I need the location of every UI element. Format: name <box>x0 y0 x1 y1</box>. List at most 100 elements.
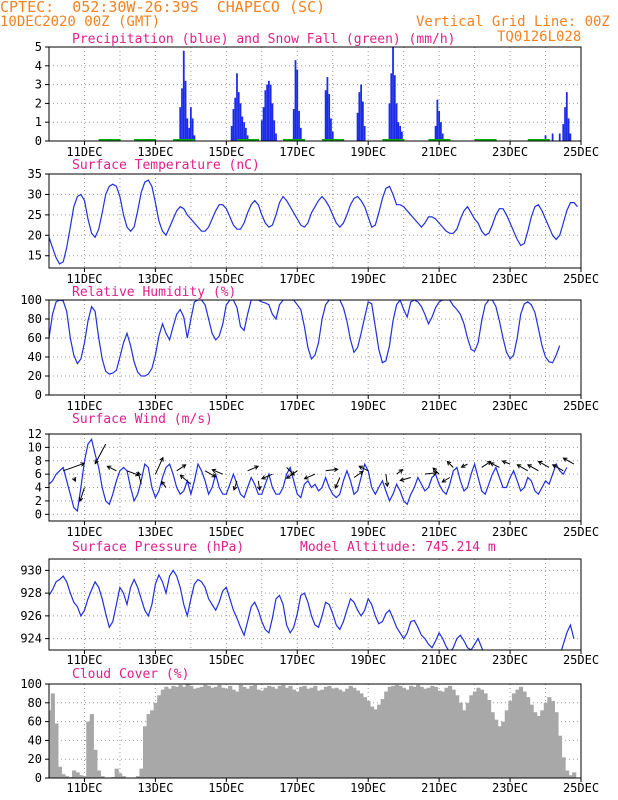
y-tick-label: 8 <box>35 454 42 468</box>
x-tick-label: 11DEC <box>66 653 102 667</box>
wind-arrow <box>154 457 164 475</box>
x-tick-label: 13DEC <box>137 145 173 159</box>
precip-bar <box>234 97 237 141</box>
x-tick-label: 25DEC <box>563 525 599 539</box>
cloud-bar <box>54 723 59 778</box>
cloud-bar <box>444 687 449 778</box>
cloud-bar <box>359 693 364 778</box>
y-tick-label: 2 <box>35 96 42 110</box>
cloud-bar <box>348 685 353 778</box>
precip-bar <box>438 110 441 141</box>
wind-arrow <box>481 461 491 468</box>
cloud-bar <box>313 685 318 778</box>
precip-bar <box>243 122 245 141</box>
cloud-bar <box>291 689 297 778</box>
x-tick-label: 21DEC <box>421 399 457 413</box>
wind-arrow-head <box>398 469 404 474</box>
precip-bar <box>239 103 242 141</box>
y-tick-label: 0 <box>35 771 42 785</box>
cloud-bar <box>412 686 417 778</box>
snow-bar <box>173 139 196 141</box>
wind-arrow-head <box>106 465 112 470</box>
cloud-bar <box>114 768 119 778</box>
precip-bar <box>567 118 570 141</box>
cloud-bar <box>96 770 102 778</box>
cloud-bar <box>565 770 570 778</box>
series-line <box>49 438 568 513</box>
precip-bar <box>440 122 442 141</box>
cloud-bar <box>508 700 513 778</box>
x-tick-label: 13DEC <box>137 653 173 667</box>
wind-arrow-head <box>80 462 86 467</box>
x-tick-label: 13DEC <box>137 781 173 795</box>
cloud-bar <box>57 766 63 778</box>
cloud-bar <box>515 689 520 778</box>
wind-arrow-head <box>254 465 260 470</box>
precip-bar <box>275 133 277 141</box>
y-tick-label: 5 <box>35 40 42 54</box>
cloud-bar <box>249 685 254 778</box>
cloud-bar <box>497 726 502 778</box>
cloud-bar <box>267 685 272 778</box>
cloud-bar <box>252 684 258 778</box>
y-tick-label: 20 <box>28 369 42 383</box>
y-tick-label: 0 <box>35 134 42 148</box>
x-tick-label: 15DEC <box>208 272 244 286</box>
cloud-bar <box>121 776 126 778</box>
cloud-bar <box>572 772 577 778</box>
cloud-bar <box>64 776 70 778</box>
cloud-bar <box>235 691 240 778</box>
precip-bar <box>298 110 300 141</box>
x-tick-label: 13DEC <box>137 525 173 539</box>
cloud-bar <box>483 693 488 778</box>
y-tick-label: 12 <box>28 427 42 441</box>
precip-bar <box>244 127 247 141</box>
wind-arrow-head <box>551 464 557 469</box>
wind-arrow-head <box>211 468 217 474</box>
x-tick-label: 19DEC <box>350 525 386 539</box>
wind-arrow-head <box>358 470 364 476</box>
wind-arrow <box>461 463 468 468</box>
wind-arrow-head <box>211 473 217 478</box>
cloud-bar <box>338 689 343 778</box>
wind-arrow-head <box>432 467 438 473</box>
cloud-bar <box>380 699 385 778</box>
cloud-bar <box>89 714 94 778</box>
cloud-bar <box>398 685 403 778</box>
x-tick-label: 25DEC <box>563 145 599 159</box>
y-tick-label: 60 <box>28 715 42 729</box>
cloud-bar <box>256 689 261 778</box>
plot-area <box>49 684 577 778</box>
wind-arrow <box>261 473 273 480</box>
cloud-bar <box>522 691 527 778</box>
precip-bar <box>189 107 192 141</box>
header-station-line: CPTEC: 052:30W-26:39S CHAPECO (SC) <box>0 0 326 16</box>
y-tick-label: 928 <box>20 586 42 600</box>
x-tick-label: 17DEC <box>279 525 315 539</box>
cloud-bar <box>373 709 378 778</box>
series-line <box>49 179 578 265</box>
precip-bar <box>434 125 437 141</box>
precip-bar <box>328 94 331 141</box>
cloud-bar <box>334 687 339 778</box>
cloud-bar <box>50 693 55 778</box>
wind-arrow-head <box>384 482 390 488</box>
x-tick-label: 25DEC <box>563 653 599 667</box>
cloud-bar <box>469 695 474 778</box>
wind-arrow <box>517 464 529 472</box>
cloud-bar <box>391 685 396 778</box>
wind-arrow <box>94 443 107 464</box>
y-tick-label: 0 <box>35 388 42 402</box>
x-tick-label: 19DEC <box>350 653 386 667</box>
y-tick-label: 926 <box>20 609 42 623</box>
wind-arrow <box>247 465 259 472</box>
precip-bar <box>188 127 190 141</box>
precip-bar <box>271 103 274 141</box>
wind-arrow-head <box>446 460 452 466</box>
cloud-bar <box>408 685 414 778</box>
header-grid-note: Vertical Grid Line: 00Z <box>416 14 610 30</box>
cloud-bar <box>547 697 552 778</box>
cloud-bar <box>561 757 566 778</box>
cloud-bar <box>568 775 573 778</box>
precip-bar <box>393 75 396 141</box>
